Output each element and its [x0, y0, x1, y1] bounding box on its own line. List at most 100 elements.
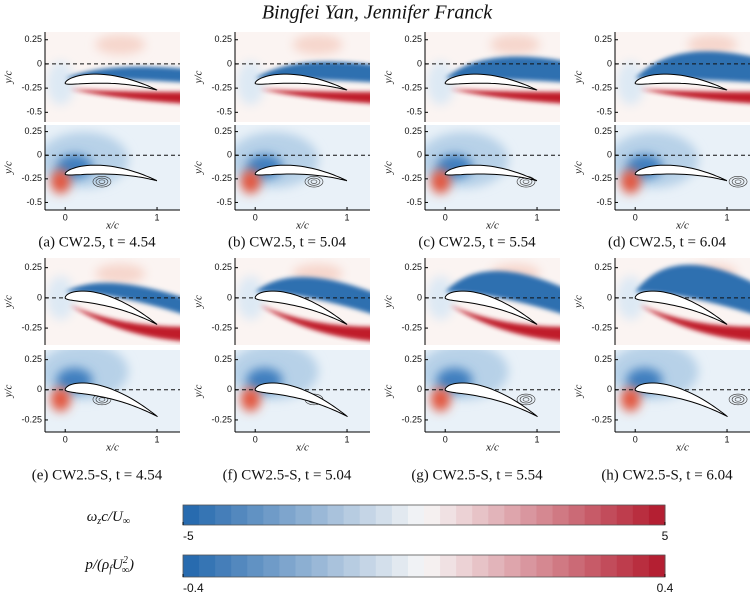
pressure-field [615, 350, 750, 432]
airfoil [444, 164, 538, 182]
airfoil [64, 382, 159, 417]
vortex-patch [95, 34, 146, 55]
y-tick-label: 0 [227, 58, 232, 68]
label-part: c/U [101, 509, 124, 525]
y-tick-label: 0.25 [594, 262, 612, 272]
contour-line [310, 179, 318, 184]
y-tick-label: -0.25 [21, 414, 42, 424]
y-tick-label: 0.25 [404, 34, 422, 44]
pressure-field [615, 125, 750, 210]
y-tick-label: 0.25 [404, 262, 422, 272]
colorbar-level [375, 505, 393, 525]
vorticity-field [45, 32, 180, 122]
vortex-patch [490, 34, 540, 55]
vorticity-field [45, 258, 180, 345]
y-tick-label: -0.25 [591, 322, 612, 332]
colorbar-level [632, 555, 650, 577]
panel-caption: (e) CW2.5-S, t = 4.54 [32, 467, 163, 483]
colorbar-level [488, 505, 505, 525]
colorbar-level [183, 505, 200, 525]
x-tick-label: 1 [535, 212, 540, 222]
colorbar-level [375, 555, 393, 577]
y-tick-label: 0.25 [214, 126, 232, 136]
contour-line [98, 179, 106, 184]
x-axis-label: x/c [485, 220, 499, 232]
colorbar-level [552, 555, 570, 577]
colorbar-tick-label: 5 [662, 529, 669, 543]
colorbar-level [472, 505, 489, 525]
colorbar-level [343, 555, 361, 577]
y-tick-label: -0.5 [26, 197, 42, 207]
colorbar-level [520, 555, 537, 577]
pressure-field [425, 125, 560, 210]
panel-caption: (d) CW2.5, t = 6.04 [608, 234, 727, 250]
vorticity-field [235, 258, 370, 345]
vorticity-field [425, 258, 560, 345]
y-tick-label: -0.25 [591, 173, 612, 183]
x-tick-label: 0 [633, 434, 638, 444]
label-part: f [109, 564, 113, 575]
contour-line [731, 395, 745, 404]
x-axis-label: x/c [105, 442, 119, 454]
colorbar-level [359, 505, 377, 525]
x-tick-label: 0 [63, 212, 68, 222]
x-axis-label: x/c [675, 442, 689, 454]
y-tick-label: 0.25 [24, 354, 42, 364]
airfoil [444, 73, 538, 91]
y-axis-label: y/c [573, 295, 585, 309]
contour-line [519, 395, 533, 404]
colorbar-level [632, 505, 650, 525]
pressure-field [235, 125, 370, 210]
label-part: U [112, 557, 124, 573]
colorbar-level [552, 505, 570, 525]
colorbar-level [247, 555, 264, 577]
vortex-patch [426, 61, 455, 106]
shear-layer [445, 270, 560, 314]
stagnation-region [50, 387, 71, 412]
airfoil [64, 290, 158, 325]
colorbar-level [407, 555, 425, 577]
colorbar-level [391, 555, 409, 577]
y-tick-label: -0.5 [26, 107, 42, 117]
colorbar-level [616, 555, 634, 577]
colorbar-level [440, 555, 457, 577]
vorticity-field [615, 258, 750, 345]
y-tick-label: 0 [417, 150, 422, 160]
y-tick-label: 0 [417, 292, 422, 302]
y-tick-label: -0.25 [21, 83, 42, 93]
airfoil [64, 73, 158, 91]
contour-line [734, 397, 742, 402]
y-tick-label: 0.25 [24, 262, 42, 272]
pressure-field [235, 350, 370, 432]
colorbar-level [440, 505, 457, 525]
y-tick-label: -0.5 [216, 197, 232, 207]
colorbar-level [616, 505, 634, 525]
airfoil [634, 164, 728, 182]
y-tick-label: -0.25 [211, 322, 232, 332]
y-tick-label: 0.25 [24, 126, 42, 136]
colorbar-level [424, 505, 441, 525]
y-axis-label: y/c [383, 295, 395, 309]
y-tick-label: -0.5 [406, 197, 422, 207]
colorbar-level [279, 555, 296, 577]
colorbar-level [536, 505, 554, 525]
y-tick-label: -0.25 [401, 414, 422, 424]
y-tick-label: -0.5 [596, 197, 612, 207]
airfoil [254, 382, 349, 417]
y-tick-label: 0.25 [24, 34, 42, 44]
shear-layer [449, 89, 560, 104]
vortex-patch [687, 34, 738, 55]
contour-line [734, 179, 742, 184]
y-tick-label: 0.25 [594, 354, 612, 364]
pressure-field [425, 350, 560, 432]
contour-line [98, 397, 106, 402]
colorbar-level [199, 555, 216, 577]
x-tick-label: 1 [155, 212, 160, 222]
x-tick-label: 1 [535, 434, 540, 444]
x-tick-label: 0 [443, 434, 448, 444]
colorbar-level [359, 555, 377, 577]
x-tick-label: 0 [253, 434, 258, 444]
colorbar-label: ωzc/U∞ [87, 509, 130, 527]
shear-layer [255, 277, 370, 314]
